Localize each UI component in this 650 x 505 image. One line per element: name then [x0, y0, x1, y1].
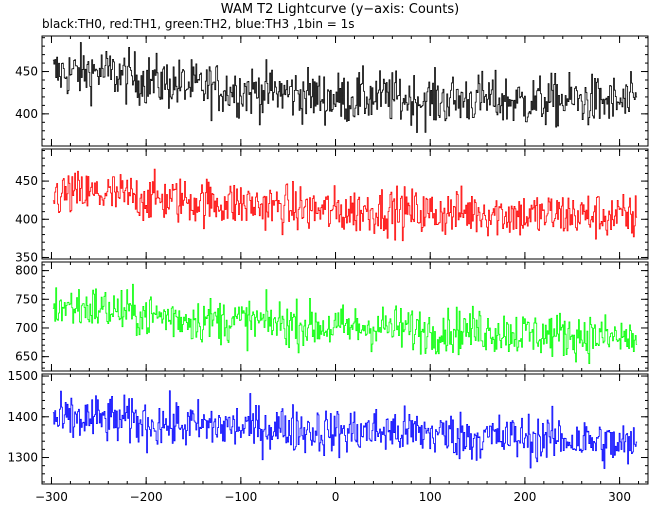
y-tick-label: 400	[15, 212, 38, 226]
y-tick-label: 1300	[7, 451, 38, 465]
y-tick-label: 800	[15, 264, 38, 278]
x-tick-label: 100	[419, 490, 442, 504]
panel-th2: 650 700 750 800	[15, 261, 649, 372]
x-tick-label: −200	[130, 490, 163, 504]
panels-layer: 400 450 350 400 450 650 700 750 800 1300 1400 1500	[7, 35, 649, 485]
y-tick-label: 450	[15, 174, 38, 188]
series-line-th0	[52, 42, 638, 133]
y-tick-label: 450	[15, 65, 38, 79]
panel-th0: 400 450	[15, 35, 649, 147]
x-tick-label: −100	[224, 490, 257, 504]
panel-frame	[41, 148, 649, 260]
series-line-th3	[52, 390, 638, 469]
y-tick-label: 1500	[7, 369, 38, 383]
panel-th3: 1300 1400 1500	[7, 369, 649, 485]
x-tick-label: 200	[513, 490, 536, 504]
y-tick-label: 650	[15, 350, 38, 364]
series-line-th2	[52, 283, 638, 365]
y-tick-label: 400	[15, 107, 38, 121]
panel-th1: 350 400 450	[15, 148, 649, 264]
y-tick-label: 700	[15, 321, 38, 335]
panel-frame	[41, 261, 649, 372]
chart-subtitle: black:TH0, red:TH1, green:TH2, blue:TH3 …	[42, 17, 355, 31]
y-tick-label: 750	[15, 292, 38, 306]
panel-frame	[41, 35, 649, 147]
x-tick-label: 0	[332, 490, 340, 504]
panel-frame	[41, 373, 649, 485]
y-tick-label: 1400	[7, 410, 38, 424]
x-tick-label: 300	[608, 490, 631, 504]
x-axis: −300 −200 −100 0 100 200 300	[35, 490, 631, 504]
x-tick-label: −300	[35, 490, 68, 504]
y-tick-label: 350	[15, 250, 38, 264]
series-line-th1	[52, 168, 638, 242]
chart-title: WAM T2 Lightcurve (y−axis: Counts)	[221, 2, 459, 17]
